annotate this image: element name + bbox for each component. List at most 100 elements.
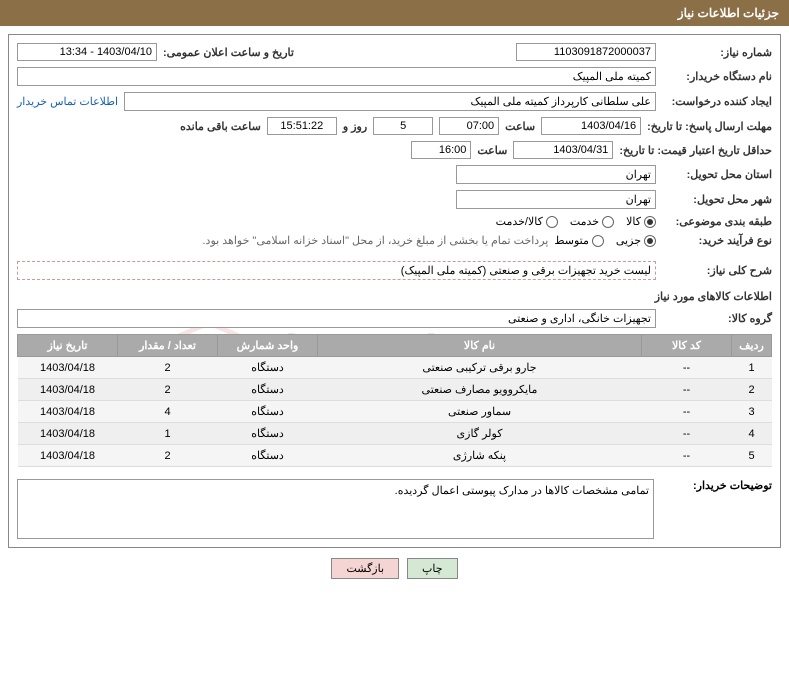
- radio-icon[interactable]: [546, 216, 558, 228]
- general-desc-value: لیست خرید تجهیزات برقی و صنعتی (کمیته مل…: [17, 261, 656, 280]
- city-value: تهران: [456, 190, 656, 209]
- row-process: نوع فرآیند خرید: جزییمتوسط پرداخت تمام ی…: [17, 234, 772, 247]
- cell-n: 1: [732, 357, 772, 379]
- announce-value: 1403/04/10 - 13:34: [17, 43, 157, 61]
- need-number-label: شماره نیاز:: [662, 46, 772, 59]
- th-unit: واحد شمارش: [218, 335, 318, 357]
- buyer-notes-value: تمامی مشخصات کالاها در مدارک پیوستی اعما…: [17, 479, 654, 539]
- deadline-time: 07:00: [439, 117, 499, 135]
- days-count: 5: [373, 117, 433, 135]
- cell-date: 1403/04/18: [18, 379, 118, 401]
- radio-label: کالا/خدمت: [496, 215, 543, 228]
- table-row: 5--پنکه شارژیدستگاه21403/04/18: [18, 445, 772, 467]
- button-row: چاپ بازگشت: [0, 558, 789, 579]
- requester-value: علی سلطانی کارپرداز کمیته ملی المپیک: [124, 92, 656, 111]
- cell-qty: 2: [118, 445, 218, 467]
- cell-unit: دستگاه: [218, 379, 318, 401]
- back-button[interactable]: بازگشت: [331, 558, 399, 579]
- radio-label: کالا: [626, 215, 641, 228]
- radio-icon[interactable]: [644, 235, 656, 247]
- category-option-0[interactable]: کالا: [626, 215, 656, 228]
- cell-n: 2: [732, 379, 772, 401]
- requester-label: ایجاد کننده درخواست:: [662, 95, 772, 108]
- cell-code: --: [642, 445, 732, 467]
- contact-buyer-link[interactable]: اطلاعات تماس خریدار: [17, 95, 118, 108]
- cell-date: 1403/04/18: [18, 423, 118, 445]
- days-and-label: روز و: [343, 120, 367, 133]
- validity-time: 16:00: [411, 141, 471, 159]
- th-date: تاریخ نیاز: [18, 335, 118, 357]
- category-radio-group: کالا خدمت کالا/خدمت: [496, 215, 656, 228]
- table-row: 1--جارو برقی ترکیبی صنعتیدستگاه21403/04/…: [18, 357, 772, 379]
- page-header: جزئیات اطلاعات نیاز: [0, 0, 789, 26]
- buyer-notes-label: توضیحات خریدار:: [662, 475, 772, 492]
- cell-unit: دستگاه: [218, 445, 318, 467]
- category-option-2[interactable]: کالا/خدمت: [496, 215, 558, 228]
- cell-name: مایکروویو مصارف صنعتی: [318, 379, 642, 401]
- row-buyer-org: نام دستگاه خریدار: کمیته ملی المپیک: [17, 67, 772, 86]
- goods-info-title: اطلاعات کالاهای مورد نیاز: [17, 290, 772, 303]
- cell-name: سماور صنعتی: [318, 401, 642, 423]
- remaining-label: ساعت باقی مانده: [180, 120, 261, 133]
- cell-qty: 2: [118, 357, 218, 379]
- th-name: نام کالا: [318, 335, 642, 357]
- main-panel: AriaTender.net شماره نیاز: 1103091872000…: [8, 34, 781, 548]
- th-code: کد کالا: [642, 335, 732, 357]
- radio-label: خدمت: [570, 215, 599, 228]
- print-button[interactable]: چاپ: [407, 558, 458, 579]
- validity-label: حداقل تاریخ اعتبار قیمت: تا تاریخ:: [619, 144, 772, 157]
- announce-label: تاریخ و ساعت اعلان عمومی:: [163, 46, 294, 59]
- cell-name: جارو برقی ترکیبی صنعتی: [318, 357, 642, 379]
- cell-unit: دستگاه: [218, 401, 318, 423]
- row-validity: حداقل تاریخ اعتبار قیمت: تا تاریخ: 1403/…: [17, 141, 772, 159]
- city-label: شهر محل تحویل:: [662, 193, 772, 206]
- cell-name: پنکه شارژی: [318, 445, 642, 467]
- row-deadline: مهلت ارسال پاسخ: تا تاریخ: 1403/04/16 سا…: [17, 117, 772, 135]
- cell-n: 5: [732, 445, 772, 467]
- cell-date: 1403/04/18: [18, 401, 118, 423]
- group-value: تجهیزات خانگی، اداری و صنعتی: [17, 309, 656, 328]
- province-value: تهران: [456, 165, 656, 184]
- table-row: 4--کولر گازیدستگاه11403/04/18: [18, 423, 772, 445]
- category-option-1[interactable]: خدمت: [570, 215, 614, 228]
- category-label: طبقه بندی موضوعی:: [662, 215, 772, 228]
- deadline-label: مهلت ارسال پاسخ: تا تاریخ:: [647, 120, 772, 133]
- cell-code: --: [642, 357, 732, 379]
- radio-icon[interactable]: [592, 235, 604, 247]
- cell-name: کولر گازی: [318, 423, 642, 445]
- row-province: استان محل تحویل: تهران: [17, 165, 772, 184]
- cell-unit: دستگاه: [218, 357, 318, 379]
- cell-qty: 1: [118, 423, 218, 445]
- row-need-number: شماره نیاز: 1103091872000037 تاریخ و ساع…: [17, 43, 772, 61]
- validity-date: 1403/04/31: [513, 141, 613, 159]
- deadline-time-label: ساعت: [505, 120, 535, 133]
- row-general-desc: شرح کلی نیاز: لیست خرید تجهیزات برقی و ص…: [17, 261, 772, 280]
- row-group: گروه کالا: تجهیزات خانگی، اداری و صنعتی: [17, 309, 772, 328]
- validity-time-label: ساعت: [477, 144, 507, 157]
- table-row: 2--مایکروویو مصارف صنعتیدستگاه21403/04/1…: [18, 379, 772, 401]
- cell-code: --: [642, 401, 732, 423]
- deadline-date: 1403/04/16: [541, 117, 641, 135]
- cell-date: 1403/04/18: [18, 445, 118, 467]
- radio-icon[interactable]: [602, 216, 614, 228]
- group-label: گروه کالا:: [662, 312, 772, 325]
- process-label: نوع فرآیند خرید:: [662, 234, 772, 247]
- row-buyer-notes: توضیحات خریدار: تمامی مشخصات کالاها در م…: [17, 475, 772, 539]
- cell-n: 4: [732, 423, 772, 445]
- process-option-0[interactable]: جزیی: [616, 234, 656, 247]
- general-desc-label: شرح کلی نیاز:: [662, 264, 772, 277]
- countdown-value: 15:51:22: [267, 117, 337, 135]
- buyer-org-label: نام دستگاه خریدار:: [662, 70, 772, 83]
- cell-qty: 4: [118, 401, 218, 423]
- cell-qty: 2: [118, 379, 218, 401]
- radio-icon[interactable]: [644, 216, 656, 228]
- th-row: ردیف: [732, 335, 772, 357]
- row-category: طبقه بندی موضوعی: کالا خدمت کالا/خدمت: [17, 215, 772, 228]
- row-requester: ایجاد کننده درخواست: علی سلطانی کارپرداز…: [17, 92, 772, 111]
- goods-table: ردیف کد کالا نام کالا واحد شمارش تعداد /…: [17, 334, 772, 467]
- process-radio-group: جزیی متوسط: [554, 234, 656, 247]
- process-option-1[interactable]: متوسط: [554, 234, 604, 247]
- cell-date: 1403/04/18: [18, 357, 118, 379]
- province-label: استان محل تحویل:: [662, 168, 772, 181]
- radio-label: جزیی: [616, 234, 641, 247]
